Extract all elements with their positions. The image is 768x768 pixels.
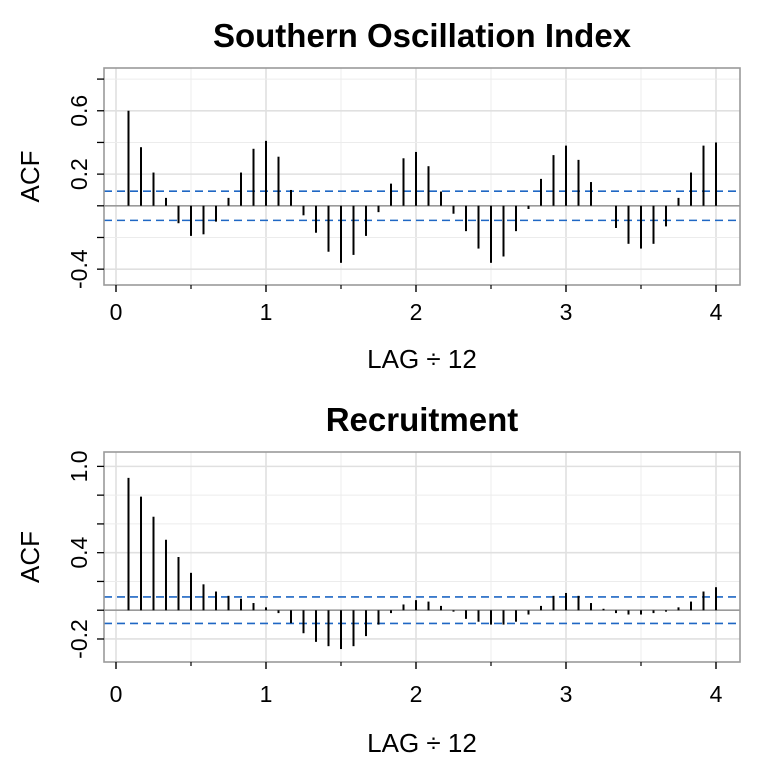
y-tick-label: 0.4 [66,536,92,568]
chart-title: Southern Oscillation Index [213,17,632,54]
plot-border [103,451,741,663]
x-axis-label: LAG ÷ 12 [367,344,477,374]
x-axis-label: LAG ÷ 12 [367,728,477,758]
y-tick-label: -0.4 [66,249,92,289]
x-tick-label: 4 [710,681,723,707]
chart-title: Recruitment [326,401,519,438]
x-tick-label: 3 [560,681,573,707]
x-tick-label: 2 [410,299,423,325]
y-axis-label: ACF [15,531,45,583]
x-tick-label: 0 [110,681,123,707]
x-tick-label: 3 [560,299,573,325]
x-tick-label: 1 [260,299,273,325]
y-tick-label: 0.6 [66,95,92,127]
acf-panel-1: 0 1 2 3 4 -0.4 0.2 0.6 Southern Oscillation Inde… [15,17,741,374]
y-tick-label: 0.2 [66,158,92,190]
x-tick-label: 2 [410,681,423,707]
x-tick-label: 0 [110,299,123,325]
y-axis-label: ACF [15,151,45,203]
acf-panel-2: 0 1 2 3 4 -0.2 0.4 1.0 Recruitment LAG ÷ 12 ACF [15,401,741,758]
x-tick-label: 4 [710,299,723,325]
x-tick-label: 1 [260,681,273,707]
y-tick-label: -0.2 [66,619,92,659]
y-tick-label: 1.0 [66,450,92,482]
plot-border [103,67,741,286]
